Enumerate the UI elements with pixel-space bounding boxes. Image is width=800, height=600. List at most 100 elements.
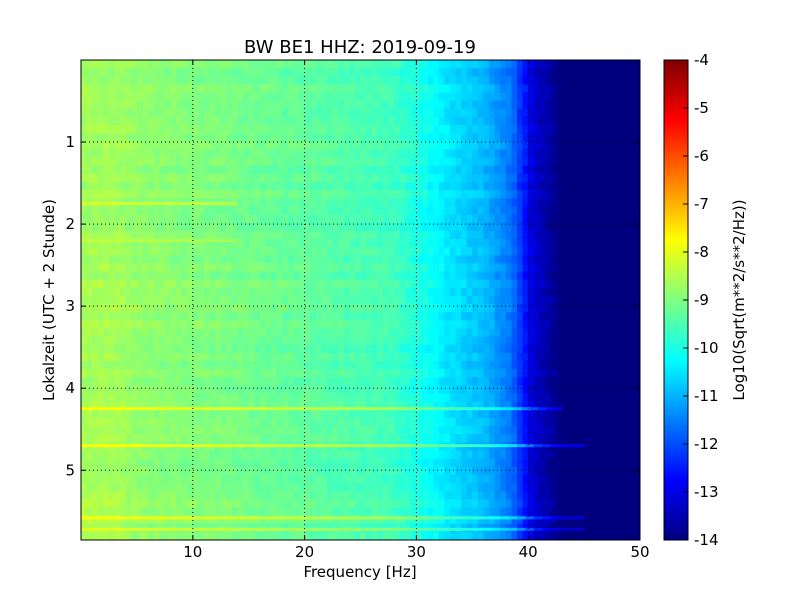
heatmap-cell — [209, 312, 216, 321]
heatmap-cell — [299, 279, 306, 289]
heatmap-cell — [550, 157, 557, 167]
heatmap-cell — [483, 238, 490, 248]
heatmap-cell — [561, 108, 568, 118]
heatmap-cell — [271, 100, 278, 110]
heatmap-cell — [377, 247, 384, 256]
heatmap-cell — [394, 426, 401, 435]
heatmap-cell — [394, 417, 401, 427]
heatmap-cell — [500, 426, 507, 435]
heatmap-cell — [310, 312, 317, 321]
heatmap-cell — [634, 238, 640, 248]
heatmap-cell — [354, 393, 362, 403]
heatmap-cell — [354, 304, 362, 313]
heatmap-cell — [561, 320, 568, 330]
heatmap-cell — [310, 417, 317, 427]
heatmap-cell — [449, 190, 457, 199]
heatmap-cell — [215, 263, 222, 273]
heatmap-cell — [254, 247, 261, 256]
heatmap-cell — [472, 68, 479, 77]
heatmap-cell — [103, 279, 110, 289]
heatmap-cell — [310, 279, 317, 289]
heatmap-cell — [198, 165, 205, 175]
heatmap-cell — [421, 352, 429, 362]
heatmap-cell — [81, 336, 88, 346]
heatmap-cell — [399, 287, 406, 297]
heatmap-cell — [612, 173, 619, 183]
heatmap-cell — [455, 157, 462, 167]
heatmap-cell — [382, 206, 390, 216]
heatmap-cell — [148, 182, 155, 191]
heatmap-cell — [136, 393, 144, 403]
heatmap-cell — [528, 149, 535, 159]
heatmap-cell — [366, 214, 373, 224]
heatmap-cell — [377, 401, 384, 411]
heatmap-cell — [243, 385, 250, 395]
heatmap-cell — [338, 336, 345, 346]
heatmap-cell — [421, 173, 429, 183]
heatmap-cell — [131, 247, 138, 256]
heatmap-cell — [343, 304, 350, 313]
heatmap-cell — [159, 320, 166, 330]
heatmap-cell — [600, 450, 608, 460]
heatmap-cell — [142, 206, 149, 216]
heatmap-cell — [293, 108, 300, 118]
heatmap-cell — [265, 116, 272, 126]
heatmap-cell — [578, 344, 585, 354]
heatmap-cell — [153, 76, 160, 86]
heatmap-cell — [299, 450, 306, 460]
heatmap-cell — [539, 206, 546, 216]
heatmap-cell — [321, 328, 328, 338]
heatmap-cell — [483, 320, 490, 330]
heatmap-cell — [243, 434, 250, 443]
heatmap-cell — [533, 182, 540, 191]
heatmap-cell — [556, 417, 563, 427]
heatmap-cell — [338, 141, 345, 151]
heatmap-cell — [544, 336, 552, 346]
heatmap-cell — [81, 149, 88, 159]
heatmap-cell — [243, 263, 250, 273]
heatmap-cell — [282, 238, 289, 248]
heatmap-cell — [315, 84, 322, 94]
heatmap-cell — [198, 426, 205, 435]
heatmap-cell — [248, 417, 255, 427]
heatmap-cell — [282, 182, 289, 191]
heatmap-cell — [248, 336, 255, 346]
heatmap-cell — [176, 417, 183, 427]
heatmap-cell — [500, 312, 507, 321]
heatmap-cell — [198, 214, 205, 224]
heatmap-cell — [528, 393, 535, 403]
heatmap-cell — [209, 222, 216, 232]
heatmap-cell — [220, 352, 227, 362]
heatmap-cell — [461, 141, 468, 151]
heatmap-cell — [438, 247, 445, 256]
heatmap-cell — [187, 271, 194, 281]
heatmap-cell — [567, 84, 574, 94]
heatmap-cell — [282, 149, 289, 159]
heatmap-cell — [97, 369, 104, 378]
heatmap-cell — [354, 336, 362, 346]
heatmap-cell — [628, 182, 636, 191]
heatmap-cell — [226, 393, 233, 403]
heatmap-cell — [561, 198, 568, 208]
heatmap-cell — [410, 165, 417, 175]
heatmap-cell — [472, 336, 479, 346]
heatmap-cell — [366, 190, 373, 199]
heatmap-cell — [405, 76, 412, 86]
heatmap-cell — [382, 116, 390, 126]
heatmap-cell — [97, 304, 104, 313]
heatmap-cell — [125, 401, 132, 411]
heatmap-cell — [271, 417, 278, 427]
heatmap-cell — [477, 141, 485, 151]
heatmap-cell — [181, 344, 188, 354]
heatmap-cell — [276, 312, 283, 321]
heatmap-cell — [187, 149, 194, 159]
heatmap-cell — [477, 393, 485, 403]
heatmap-cell — [394, 279, 401, 289]
heatmap-cell — [237, 149, 244, 159]
heatmap-cell — [332, 263, 339, 273]
heatmap-cell — [522, 190, 529, 199]
heatmap-cell — [120, 312, 127, 321]
heatmap-cell — [338, 60, 345, 69]
heatmap-cell — [203, 238, 211, 248]
heatmap-cell — [533, 206, 540, 216]
